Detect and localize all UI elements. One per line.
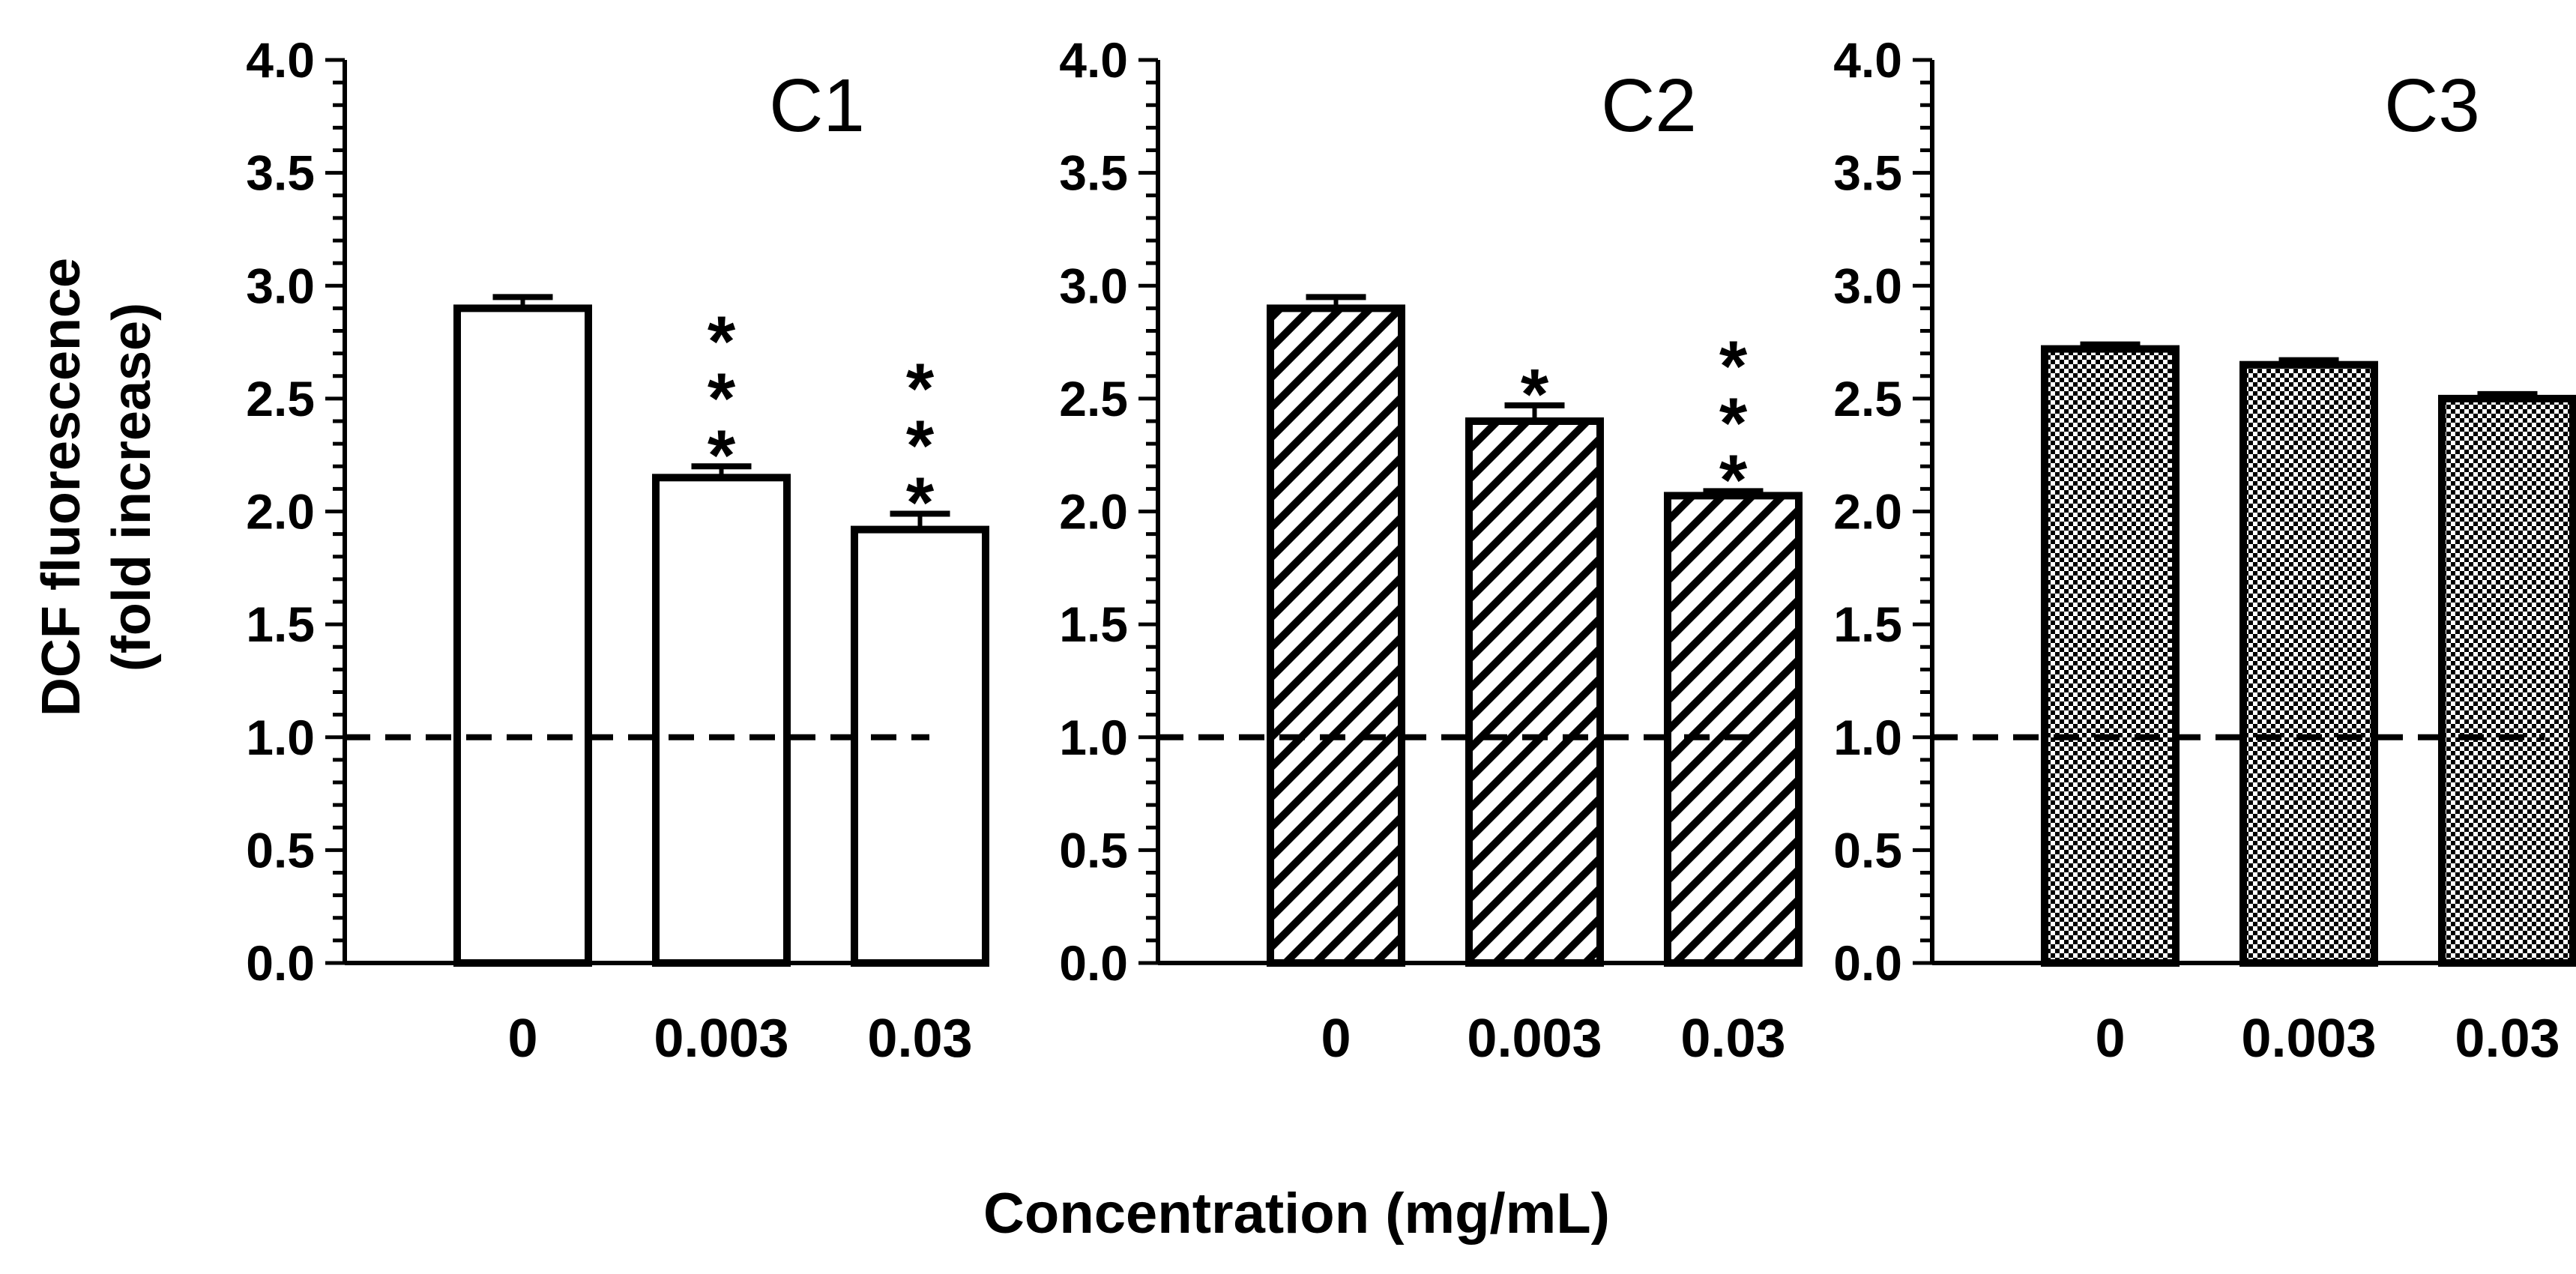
y-tick-label: 1.5 [246, 597, 315, 652]
y-axis-label-line1: DCF fluorescence [31, 258, 91, 716]
panel-label: C1 [769, 64, 865, 148]
significance-star: * [708, 301, 736, 381]
y-tick-label: 2.5 [1059, 371, 1128, 426]
significance-star: * [708, 358, 736, 438]
y-tick-label: 1.0 [1833, 710, 1902, 765]
y-tick-label: 1.5 [1833, 597, 1902, 652]
significance-star: * [906, 406, 935, 486]
significance-star: * [906, 349, 935, 429]
y-tick-label: 4.0 [1833, 32, 1902, 88]
y-tick-label: 0.0 [246, 935, 315, 991]
panels: 0.00.51.01.52.02.53.03.54.00 0.003***0.03… [246, 32, 2576, 1069]
y-tick-label: 2.0 [1059, 484, 1128, 540]
panel-c1: 0.00.51.01.52.02.53.03.54.00 0.003***0.03… [246, 32, 989, 1069]
bar-c3-1 [2239, 360, 2378, 967]
bar-c2-1 [1465, 417, 1604, 967]
bar-c2-2 [1664, 492, 1803, 967]
bar-c3-2 [2438, 394, 2576, 967]
y-tick-label: 3.5 [1059, 145, 1128, 201]
bar-c1-2 [851, 525, 989, 967]
x-tick-label: 0.03 [867, 1009, 972, 1069]
bar-c3-0 [2041, 345, 2180, 967]
x-axis-label: Concentration (mg/mL) [983, 1182, 1610, 1246]
y-tick-label: 3.0 [246, 258, 315, 313]
x-tick-label: 0.03 [1680, 1009, 1785, 1069]
y-tick-label: 1.5 [1059, 597, 1128, 652]
bar-c1-1 [652, 474, 791, 967]
y-tick-label: 3.0 [1059, 258, 1128, 313]
y-tick-label: 0.5 [246, 822, 315, 878]
y-axis-label-line2: (fold increase) [102, 303, 162, 671]
y-tick-label: 0.5 [1059, 822, 1128, 878]
panel-label: C3 [2384, 64, 2480, 148]
significance-star: * [1521, 354, 1549, 435]
y-tick-label: 4.0 [1059, 32, 1128, 88]
significance-star: * [708, 415, 736, 495]
y-tick-label: 2.0 [246, 484, 315, 540]
bar-c1-0 [453, 304, 592, 967]
y-tick-label: 3.5 [1833, 145, 1902, 201]
x-tick-label: 0.003 [2241, 1009, 2376, 1069]
x-tick-label: 0 [507, 1009, 537, 1069]
y-tick-label: 3.5 [246, 145, 315, 201]
panel-c2: 0.00.51.01.52.02.53.03.54.00 0.003*0.03**… [1059, 32, 1803, 1069]
significance-star: * [1719, 440, 1748, 520]
x-tick-label: 0.003 [654, 1009, 788, 1069]
x-tick-label: 0 [1321, 1009, 1351, 1069]
y-tick-label: 2.0 [1833, 484, 1902, 540]
panel-c3: 0.0 0.5 1.0 1.5 2.0 2.5 3.0 3.5 4.0 0 0.003 0.03 C3 [1833, 32, 2576, 1069]
y-tick-label: 1.0 [246, 710, 315, 765]
y-tick-label: 0.0 [1833, 935, 1902, 991]
y-tick-label: 2.5 [1833, 371, 1902, 426]
y-tick-label: 0.0 [1059, 935, 1128, 991]
significance-star: * [906, 463, 935, 543]
x-tick-label: 0.03 [2455, 1009, 2560, 1069]
y-tick-label: 3.0 [1833, 258, 1902, 313]
x-tick-label: 0.003 [1467, 1009, 1602, 1069]
y-tick-label: 0.5 [1833, 822, 1902, 878]
panel-label: C2 [1601, 64, 1697, 148]
y-tick-label: 1.0 [1059, 710, 1128, 765]
significance-star: * [1719, 326, 1748, 406]
x-tick-label: 0 [2095, 1009, 2125, 1069]
significance-star: * [1719, 383, 1748, 463]
bar-c2-0 [1267, 304, 1405, 967]
y-tick-label: 2.5 [246, 371, 315, 426]
y-tick-label: 4.0 [246, 32, 315, 88]
